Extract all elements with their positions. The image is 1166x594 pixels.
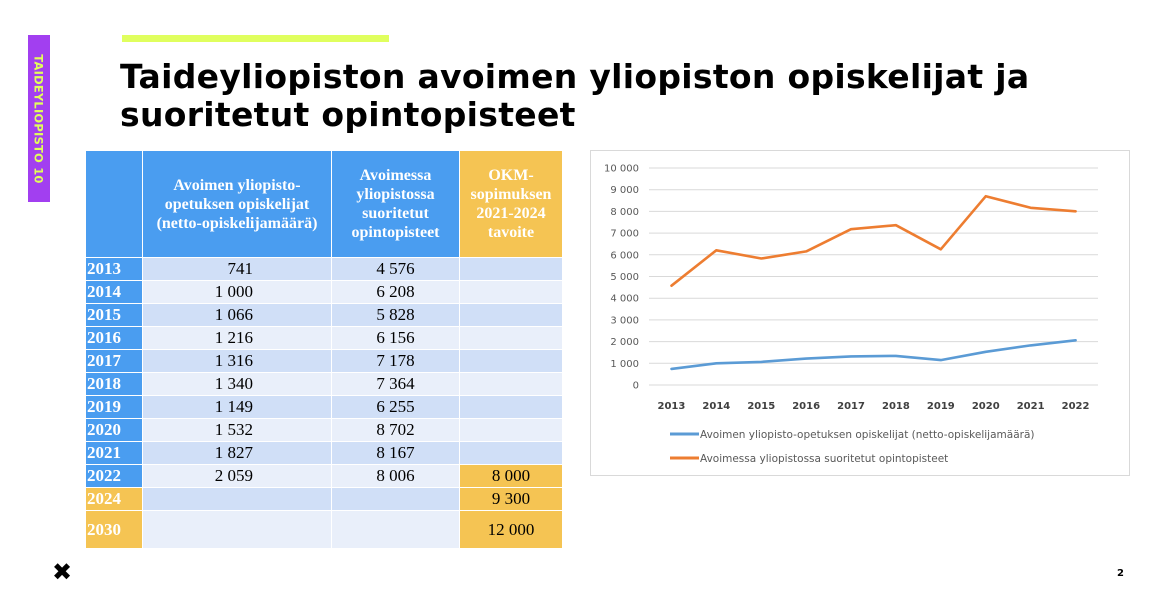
table-row: 2019 1 149 6 255 — [85, 395, 563, 419]
page-number: 2 — [1117, 568, 1124, 579]
cell-year: 2014 — [85, 280, 143, 304]
page-title: Taideyliopiston avoimen yliopiston opisk… — [120, 57, 1030, 134]
cell-credits: 8 167 — [331, 441, 460, 465]
table-row: 2015 1 066 5 828 — [85, 303, 563, 327]
cell-goal — [459, 372, 563, 396]
legend-label-1: Avoimessa yliopistossa suoritetut opinto… — [700, 453, 948, 465]
cell-students: 1 000 — [142, 280, 332, 304]
line-chart: 0 1 000 2 000 3 000 4 000 5 000 6 000 7 000 8 00… — [590, 150, 1130, 476]
cell-students: 1 532 — [142, 418, 332, 442]
x-tick-label: 2014 — [702, 401, 730, 412]
cell-year: 2030 — [85, 510, 143, 549]
y-tick-label: 1 000 — [610, 359, 639, 370]
cell-year: 2021 — [85, 441, 143, 465]
cell-goal — [459, 303, 563, 327]
legend-label-0: Avoimen yliopisto-opetuksen opiskelijat … — [700, 429, 1034, 441]
y-tick-label: 6 000 — [610, 250, 639, 261]
x-tick-label: 2018 — [882, 401, 910, 412]
series-line-1 — [670, 194, 1077, 287]
y-tick-label: 8 000 — [610, 207, 639, 218]
x-tick-label: 2019 — [927, 401, 955, 412]
table-row: 2021 1 827 8 167 — [85, 441, 563, 465]
table-header-row: Avoimen yliopisto-opetuksen opiskelijat … — [85, 150, 563, 258]
cell-year: 2016 — [85, 326, 143, 350]
cell-year: 2019 — [85, 395, 143, 419]
table-row: 2013 741 4 576 — [85, 257, 563, 281]
header-credits: Avoimessa yliopistossa suoritetut opinto… — [331, 150, 460, 258]
x-tick-label: 2020 — [972, 401, 1000, 412]
cell-credits: 7 364 — [331, 372, 460, 396]
x-tick-label: 2016 — [792, 401, 820, 412]
cell-goal — [459, 395, 563, 419]
close-icon[interactable]: ✖ — [52, 558, 73, 586]
header-year — [85, 150, 143, 258]
cell-credits: 6 255 — [331, 395, 460, 419]
y-tick-label: 5 000 — [610, 272, 639, 283]
cell-goal: 12 000 — [459, 510, 563, 549]
table-row: 2024 9 300 — [85, 487, 563, 511]
y-tick-label: 3 000 — [610, 315, 639, 326]
chart-svg: 0 1 000 2 000 3 000 4 000 5 000 6 000 7 000 8 00… — [604, 164, 1098, 465]
x-tick-label: 2017 — [837, 401, 865, 412]
x-tick-label: 2022 — [1062, 401, 1090, 412]
cell-goal — [459, 349, 563, 373]
cell-year: 2018 — [85, 372, 143, 396]
cell-students: 1 827 — [142, 441, 332, 465]
y-tick-label: 10 000 — [604, 164, 639, 175]
cell-students — [142, 510, 332, 549]
cell-year: 2024 — [85, 487, 143, 511]
cell-credits: 4 576 — [331, 257, 460, 281]
sidebar-brand-label: TAIDEYLIOPISTO 10 — [28, 35, 50, 202]
cell-credits: 6 156 — [331, 326, 460, 350]
cell-credits — [331, 510, 460, 549]
cell-year: 2020 — [85, 418, 143, 442]
cell-credits: 6 208 — [331, 280, 460, 304]
cell-students: 741 — [142, 257, 332, 281]
cell-credits: 5 828 — [331, 303, 460, 327]
header-students: Avoimen yliopisto-opetuksen opiskelijat … — [142, 150, 332, 258]
x-tick-label: 2021 — [1017, 401, 1045, 412]
cell-students: 1 216 — [142, 326, 332, 350]
table-row: 2016 1 216 6 156 — [85, 326, 563, 350]
y-tick-label: 9 000 — [610, 185, 639, 196]
y-tick-label: 2 000 — [610, 337, 639, 348]
cell-year: 2017 — [85, 349, 143, 373]
table-row: 2018 1 340 7 364 — [85, 372, 563, 396]
cell-goal — [459, 280, 563, 304]
cell-students: 1 340 — [142, 372, 332, 396]
cell-goal — [459, 441, 563, 465]
series-line-0 — [670, 339, 1077, 371]
cell-goal — [459, 257, 563, 281]
cell-goal: 9 300 — [459, 487, 563, 511]
cell-students: 1 066 — [142, 303, 332, 327]
title-accent-bar — [122, 35, 389, 42]
cell-credits: 8 702 — [331, 418, 460, 442]
table-row: 2022 2 059 8 006 8 000 — [85, 464, 563, 488]
y-tick-label: 0 — [633, 381, 639, 392]
brand-text: TAIDEYLIOPISTO 10 — [32, 53, 47, 184]
cell-students: 1 316 — [142, 349, 332, 373]
cell-goal: 8 000 — [459, 464, 563, 488]
cell-year: 2015 — [85, 303, 143, 327]
table-row: 2020 1 532 8 702 — [85, 418, 563, 442]
cell-students — [142, 487, 332, 511]
cell-credits: 8 006 — [331, 464, 460, 488]
cell-students: 2 059 — [142, 464, 332, 488]
table-row: 2030 12 000 — [85, 510, 563, 549]
x-tick-label: 2015 — [747, 401, 775, 412]
cell-year: 2013 — [85, 257, 143, 281]
cell-goal — [459, 418, 563, 442]
cell-year: 2022 — [85, 464, 143, 488]
cell-credits: 7 178 — [331, 349, 460, 373]
table-row: 2014 1 000 6 208 — [85, 280, 563, 304]
cell-goal — [459, 326, 563, 350]
cell-credits — [331, 487, 460, 511]
header-goal: OKM-sopimuksen 2021-2024 tavoite — [459, 150, 563, 258]
y-tick-label: 7 000 — [610, 229, 639, 240]
x-tick-label: 2013 — [658, 401, 686, 412]
table-row: 2017 1 316 7 178 — [85, 349, 563, 373]
data-table: Avoimen yliopisto-opetuksen opiskelijat … — [85, 150, 563, 549]
cell-students: 1 149 — [142, 395, 332, 419]
y-tick-label: 4 000 — [610, 294, 639, 305]
